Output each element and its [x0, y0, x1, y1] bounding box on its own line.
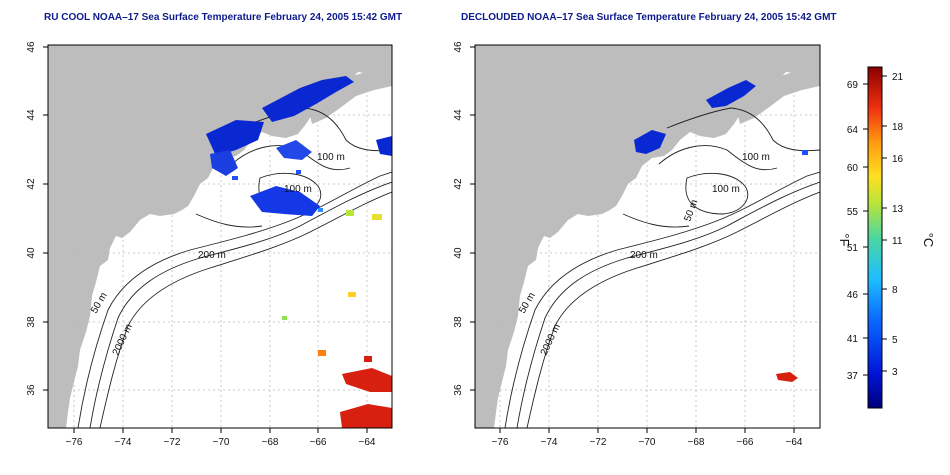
lon-axis: −76 −74 −72 −70 −68 −66 −64	[492, 428, 803, 448]
svg-text:44: 44	[26, 109, 37, 121]
svg-text:−64: −64	[359, 437, 376, 448]
svg-text:64: 64	[847, 125, 859, 136]
svg-text:16: 16	[892, 154, 904, 165]
svg-text:42: 42	[453, 178, 464, 190]
svg-text:40: 40	[453, 247, 464, 259]
svg-text:44: 44	[453, 109, 464, 121]
svg-text:69: 69	[847, 80, 859, 91]
svg-text:37: 37	[847, 371, 859, 382]
svg-text:−66: −66	[737, 437, 754, 448]
sst-warm-pixels	[776, 372, 798, 382]
svg-text:51: 51	[847, 243, 859, 254]
lat-axis: 36 38 40 42 44 46	[26, 41, 48, 396]
celsius-label: °C	[921, 233, 936, 248]
svg-text:46: 46	[453, 41, 464, 53]
map-frame	[47, 44, 393, 429]
svg-text:−76: −76	[492, 437, 509, 448]
svg-text:−64: −64	[786, 437, 803, 448]
bathymetry-contours	[504, 107, 820, 428]
map-panel-declouded: 100 m 100 m 50 m 200 m 50 m 2000 m −76 −…	[453, 41, 821, 448]
graticule	[48, 45, 392, 428]
svg-text:40: 40	[26, 247, 37, 259]
svg-text:18: 18	[892, 122, 904, 133]
svg-text:46: 46	[847, 290, 859, 301]
svg-text:46: 46	[26, 41, 37, 53]
land-mass	[475, 45, 820, 428]
graticule	[475, 45, 820, 428]
svg-text:−72: −72	[164, 437, 181, 448]
lon-axis: −76 −74 −72 −70 −68 −66 −64	[66, 428, 376, 448]
svg-text:100 m: 100 m	[712, 184, 740, 195]
panel-title-declouded: DECLOUDED NOAA–17 Sea Surface Temperatur…	[461, 12, 837, 23]
svg-text:−72: −72	[590, 437, 607, 448]
fahrenheit-label: °F	[837, 233, 852, 246]
svg-text:200 m: 200 m	[198, 250, 226, 261]
svg-text:200 m: 200 m	[630, 250, 658, 261]
svg-text:21: 21	[892, 72, 904, 83]
temperature-colorbar: 69 64 60 55 51 46 41 37 21 18 16 13 11 8…	[837, 66, 936, 409]
land-mass	[48, 45, 392, 428]
map-panel-raw: 100 m 100 m 200 m 50 m 2000 m −76 −74 −7…	[26, 41, 393, 448]
svg-text:42: 42	[26, 178, 37, 190]
svg-text:3: 3	[892, 367, 898, 378]
svg-text:−66: −66	[310, 437, 327, 448]
svg-text:60: 60	[847, 163, 859, 174]
svg-text:−74: −74	[115, 437, 132, 448]
svg-text:8: 8	[892, 285, 898, 296]
lat-axis: 36 38 40 42 44 46	[453, 41, 475, 396]
colorbar-fahrenheit-ticks: 69 64 60 55 51 46 41 37	[847, 80, 859, 382]
svg-text:5: 5	[892, 335, 898, 346]
svg-text:38: 38	[453, 316, 464, 328]
svg-text:55: 55	[847, 207, 859, 218]
svg-text:11: 11	[892, 236, 903, 247]
svg-text:−74: −74	[541, 437, 558, 448]
colorbar-celsius-ticks: 21 18 16 13 11 8 5 3	[892, 72, 904, 378]
svg-text:36: 36	[26, 384, 37, 396]
svg-text:100 m: 100 m	[742, 152, 770, 163]
svg-text:−68: −68	[262, 437, 279, 448]
svg-text:41: 41	[847, 334, 859, 345]
svg-text:−68: −68	[688, 437, 705, 448]
svg-text:100 m: 100 m	[317, 152, 345, 163]
svg-text:13: 13	[892, 204, 904, 215]
colorbar-gradient	[867, 66, 883, 409]
svg-text:36: 36	[453, 384, 464, 396]
nova-scotia	[306, 68, 392, 124]
nova-scotia	[734, 68, 820, 124]
svg-text:38: 38	[26, 316, 37, 328]
svg-text:−76: −76	[66, 437, 83, 448]
panel-title-raw: RU COOL NOAA–17 Sea Surface Temperature …	[44, 12, 403, 23]
svg-text:−70: −70	[639, 437, 656, 448]
sst-warm-pixels	[340, 356, 392, 428]
sst-scattered-pixels	[232, 170, 382, 356]
sst-cold-pixels	[634, 80, 808, 155]
svg-text:100 m: 100 m	[284, 184, 312, 195]
svg-text:−70: −70	[213, 437, 230, 448]
sst-cold-pixels	[206, 76, 392, 216]
